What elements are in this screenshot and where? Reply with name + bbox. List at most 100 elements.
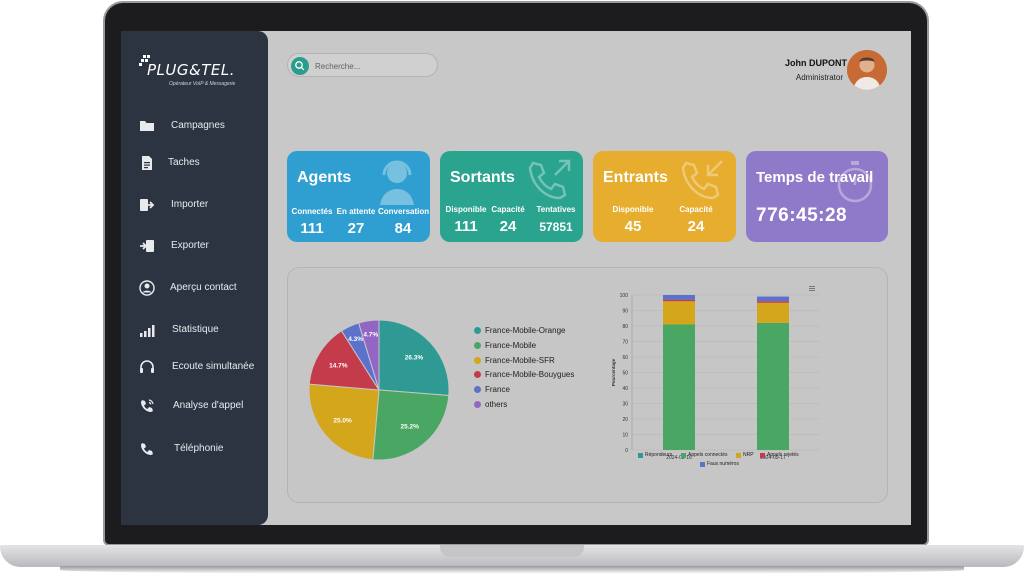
pie-slice (372, 389, 450, 461)
chart-menu-icon (809, 290, 815, 291)
metric-value: 84 (394, 220, 412, 237)
chart-menu-icon (809, 288, 815, 289)
entrants-card[interactable]: Entrants Disponible 45 Capacité 24 (593, 151, 736, 242)
phone-incoming-icon (681, 160, 723, 200)
agents-card[interactable]: Agents Connectés 111 En attente 27 Conve… (287, 151, 430, 242)
y-tick-label: 10 (622, 433, 628, 439)
phone-outgoing-icon (528, 159, 571, 200)
legend-label: Répondeurs (645, 452, 673, 458)
sidebar-item-campagnes[interactable]: Campagnes (121, 112, 268, 140)
avatar[interactable] (847, 50, 887, 90)
legend-label: Appels connectés (688, 452, 728, 458)
sidebar-item-ecoute-simultanee[interactable]: Ecoute simultanée (121, 353, 268, 381)
sidebar-item-exporter[interactable]: Exporter (121, 232, 268, 260)
legend-label: others (485, 400, 508, 409)
y-tick-label: 0 (625, 448, 628, 454)
metric-disponible: Disponible 45 (605, 205, 661, 235)
bar-legend-item[interactable]: NRP (736, 452, 754, 458)
bar-legend-item[interactable]: Faux numéros (700, 461, 739, 467)
card-title: Sortants (450, 169, 515, 186)
y-tick-label: 30 (622, 402, 628, 408)
bar-legend-item[interactable]: Appels connectés (681, 452, 727, 458)
pie-data-label: 25.2% (401, 423, 420, 430)
y-tick-label: 90 (622, 309, 628, 315)
y-tick-label: 80 (622, 324, 628, 330)
sidebar-item-importer[interactable]: Importer (121, 191, 268, 219)
sidebar: PLUG&TEL. Opérateur VoIP & Messagerie Ca… (121, 31, 268, 525)
metric-label: Capacité (679, 205, 713, 214)
legend-item[interactable]: France-Mobile-Bouygues (474, 370, 574, 379)
document-icon (142, 156, 152, 170)
bar-legend-item[interactable]: Appels rejetés (760, 452, 799, 458)
sidebar-item-label: Analyse d'appel (173, 400, 244, 411)
stopwatch-icon (837, 161, 873, 203)
metric-connectes: Connectés 111 (289, 207, 335, 237)
legend-dot (474, 327, 481, 334)
card-title: Temps de travail (756, 169, 874, 186)
pie-chart: 26.3% 25.2% 25.0% 14.7% 4.3%4.7% (308, 319, 450, 461)
sidebar-item-taches[interactable]: Taches (121, 149, 268, 177)
y-tick-label: 100 (620, 293, 629, 299)
sidebar-item-telephonie[interactable]: Téléphonie (121, 435, 268, 463)
bar-segment (757, 302, 789, 323)
pie-data-label: 25.0% (333, 418, 352, 425)
phone-icon (141, 443, 153, 455)
temps-travail-card[interactable]: Temps de travail 776:45:28 (746, 151, 888, 242)
legend-item[interactable]: France-Mobile (474, 341, 536, 350)
bar-legend-item[interactable]: Répondeurs (638, 452, 672, 458)
laptop-shadow (60, 566, 964, 574)
legend-dot (474, 371, 481, 378)
metric-label: Disponible (445, 205, 487, 214)
folder-icon (140, 121, 154, 131)
export-icon (140, 240, 154, 252)
y-tick-label: 70 (622, 340, 628, 346)
x-tick-label: 2024-08-16 (666, 455, 692, 461)
sidebar-item-label: Taches (168, 157, 200, 168)
bar-segment (757, 296, 789, 302)
sidebar-item-apercu-contact[interactable]: Aperçu contact (121, 274, 268, 302)
legend-item[interactable]: others (474, 400, 507, 409)
chart-panel: 26.3% 25.2% 25.0% 14.7% 4.3% 4.7% France-Mobi… (287, 267, 888, 503)
sidebar-item-label: Exporter (171, 240, 209, 251)
sidebar-item-label: Statistique (172, 324, 219, 335)
legend-label: France (485, 385, 510, 394)
legend-swatch (681, 452, 686, 458)
sidebar-item-label: Téléphonie (174, 443, 224, 454)
legend-item[interactable]: France (474, 385, 510, 394)
stacked-bar-chart: 0 10 20 30 40 50 60 70 80 90 100 Pourcentage 2024-08… (611, 286, 820, 461)
search-button[interactable] (291, 57, 309, 75)
metric-value: 57851 (539, 220, 573, 234)
bar-segment (663, 324, 695, 450)
logo-mark-icon (139, 55, 150, 66)
pie-data-label: 4.3% (348, 336, 363, 343)
bar-segment (663, 295, 695, 300)
metric-value: 27 (347, 220, 365, 237)
sidebar-item-statistique[interactable]: Statistique (121, 316, 268, 344)
laptop-notch (440, 545, 584, 557)
y-tick-label: 60 (622, 355, 628, 361)
bar-segment (757, 301, 789, 303)
sidebar-item-label: Aperçu contact (170, 282, 237, 293)
legend-swatch (736, 452, 741, 458)
search-icon (295, 61, 305, 71)
metric-value: 111 (454, 218, 478, 235)
chart-menu-icon (809, 286, 815, 287)
bar-segment (757, 322, 789, 450)
user-role: Administrator (795, 73, 843, 82)
sortants-card[interactable]: Sortants Disponible 111 Capacité 24 Tent… (440, 151, 583, 242)
user-circle-icon (139, 280, 155, 296)
search-input[interactable] (315, 59, 433, 73)
legend-item[interactable]: France-Mobile-Orange (474, 326, 565, 335)
sidebar-item-analyse-appel[interactable]: Analyse d'appel (121, 392, 268, 420)
brand-logo[interactable]: PLUG&TEL. Opérateur VoIP & Messagerie (139, 53, 259, 89)
metric-label: Disponible (612, 205, 654, 214)
legend-swatch (638, 452, 643, 458)
pie-slice (308, 330, 380, 391)
metric-en-attente: En attente 27 (334, 207, 378, 237)
app-screen: PLUG&TEL. Opérateur VoIP & Messagerie Ca… (121, 31, 911, 525)
metric-value: 24 (499, 218, 517, 235)
metric-label: Conversation (378, 207, 430, 216)
search-bar[interactable] (287, 53, 438, 77)
card-title: Entrants (603, 169, 668, 186)
legend-item[interactable]: France-Mobile-SFR (474, 356, 555, 365)
